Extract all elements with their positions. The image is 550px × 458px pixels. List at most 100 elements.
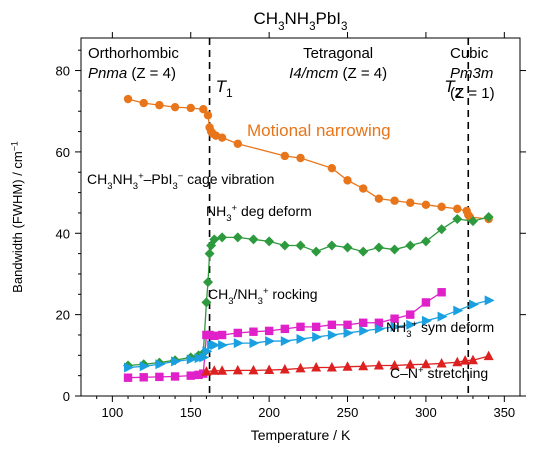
annotation-rocking-part: CH [208, 286, 228, 302]
data-point-sym [468, 299, 479, 310]
data-point-deg [232, 232, 243, 243]
data-point-cage [217, 133, 227, 142]
data-point-sym [374, 323, 385, 334]
data-point-deg [373, 242, 384, 253]
data-point-cage [280, 151, 290, 161]
data-point-stretch [264, 364, 275, 374]
data-point-rocking [280, 324, 290, 334]
data-point-stretch [209, 365, 220, 375]
data-point-rocking [374, 318, 384, 327]
data-point-deg [295, 240, 306, 251]
phase-name: Tetragonal [303, 45, 373, 62]
data-point-rocking [123, 373, 133, 382]
data-point-cage [123, 94, 133, 104]
data-point-rocking [249, 327, 258, 336]
data-point-stretch [358, 360, 369, 371]
annotation-rocking-part: + [263, 286, 269, 297]
phase-space-group: I4/mcm [289, 65, 338, 82]
data-point-sym [437, 311, 448, 322]
y-tick-label: 20 [56, 308, 70, 323]
annotation-cage-vibration-part: 3 [107, 181, 112, 192]
data-point-sym [406, 319, 417, 330]
data-point-deg [420, 236, 431, 247]
data-point-rocking [170, 372, 180, 381]
data-point-rocking [359, 318, 368, 327]
annotation-sym-deform-part: + [412, 319, 418, 330]
data-point-cage [155, 100, 164, 110]
data-point-deg [311, 246, 322, 257]
data-point-stretch [420, 358, 431, 369]
annotation-deg-deform-part: + [232, 203, 238, 214]
data-point-sym [202, 346, 213, 357]
data-point-stretch [373, 359, 384, 370]
data-point-deg [326, 240, 337, 251]
annotation-cage-vibration-part: NH [113, 171, 133, 187]
data-point-cage [343, 176, 352, 185]
data-point-rocking [421, 298, 431, 307]
data-point-stretch [326, 362, 337, 372]
data-point-sym [139, 361, 150, 372]
data-point-cage [199, 104, 208, 114]
data-point-sym [249, 338, 260, 349]
annotation-rocking-part: 3 [228, 296, 233, 307]
data-point-stretch [232, 364, 243, 375]
chart-title-part: 3 [341, 21, 347, 33]
data-point-sym [265, 336, 276, 347]
data-point-sym [186, 354, 197, 365]
annotation-rocking-part: rocking [269, 286, 318, 302]
data-point-deg [483, 212, 494, 222]
data-point-rocking [311, 322, 321, 332]
data-point-cage [390, 196, 399, 205]
data-point-rocking [217, 330, 227, 340]
x-tick-label: 200 [258, 405, 280, 420]
phase-group-line: I4/mcm (Z = 4) [289, 65, 387, 82]
annotation-sym-deform: NH3+ sym deform [386, 319, 494, 340]
y-axis-label-group: Bandwidth (FWHM) / cm−1 [9, 141, 25, 293]
data-point-rocking [437, 288, 446, 297]
data-point-sym [484, 295, 495, 306]
data-point-stretch [389, 359, 400, 370]
data-point-sym [280, 336, 291, 347]
chart-title-part: PbI [316, 9, 342, 28]
chart-title-part: CH [254, 9, 279, 28]
y-axis-label-part: −1 [9, 141, 19, 151]
annotation-cage-vibration-part: –PbI [144, 171, 173, 187]
data-point-sym [124, 362, 135, 373]
data-point-sym [296, 334, 307, 345]
data-point-cage [406, 198, 415, 207]
x-axis-label: Temperature / K [251, 427, 351, 443]
annotation-cage-vibration-part: 3 [172, 181, 177, 192]
data-point-sym [155, 359, 166, 370]
data-point-rocking [139, 373, 148, 382]
data-point-sym [199, 352, 210, 363]
data-point-sym [171, 356, 182, 367]
chart-title: CH3NH3PbI3 [254, 9, 348, 33]
data-point-rocking [264, 326, 274, 336]
data-point-deg [264, 236, 275, 247]
data-point-deg [436, 224, 447, 235]
annotation-rocking: CH3/NH3+ rocking [208, 286, 318, 307]
data-point-deg [467, 216, 478, 227]
annotation-deg-deform-part: NH [206, 203, 226, 219]
data-point-deg [217, 232, 228, 243]
data-point-stretch [248, 364, 259, 375]
data-point-deg [248, 234, 259, 245]
phase-name: Cubic [450, 45, 489, 62]
data-point-rocking [343, 320, 352, 330]
data-point-stretch [311, 362, 322, 372]
data-point-deg [201, 297, 212, 308]
data-point-stretch [452, 356, 463, 367]
data-point-sym [312, 332, 323, 343]
annotation-cage-vibration-part: cage vibration [183, 171, 274, 187]
data-point-sym [210, 340, 221, 351]
data-point-rocking [205, 330, 214, 340]
series-line-cage [127, 98, 489, 220]
annotation-rocking-part: /NH [234, 286, 258, 302]
data-point-stretch [217, 365, 228, 375]
data-point-rocking [210, 331, 219, 340]
phase-space-group: Pnma [88, 65, 127, 82]
data-point-sym [390, 321, 401, 332]
phase-space-group: Pm3m [450, 65, 493, 82]
